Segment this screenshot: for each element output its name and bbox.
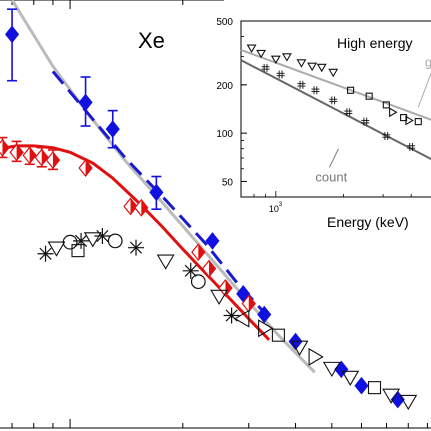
inset-data-point [382,101,390,109]
error-bar [7,8,18,82]
data-point [0,138,10,157]
inset-data-point [256,49,267,59]
inset-data-point [389,107,398,118]
inset-series-0 [246,44,339,78]
data-point [257,305,272,324]
data-point [201,259,217,278]
data-point [334,360,349,379]
data-point [107,233,123,249]
inset-frame [240,20,431,198]
data-point [234,309,250,328]
data-point [308,347,324,366]
data-point [223,307,240,324]
data-point [258,319,274,338]
inset-curve-0 [240,49,431,121]
inset-background [224,0,431,240]
inset-data-point [296,59,307,68]
panel-label: Xe [138,28,165,53]
data-point [105,120,120,138]
inset-data-point [382,131,391,140]
data-point [83,232,102,248]
data-point [390,390,405,409]
data-point [47,241,66,257]
inset-data-point [400,114,408,122]
inset-title: High energy [337,35,413,51]
data-point [5,25,20,44]
main-series-1 [0,136,256,313]
data-point [399,394,418,411]
data-point [34,148,49,167]
data-point [218,279,233,297]
inset-data-point [307,62,318,72]
inset-y-tick-label: 50 [222,177,234,188]
data-point [182,262,199,279]
data-point [134,198,149,217]
inset-data-point [361,117,370,126]
inset-data-point [281,53,292,62]
inset-annotation-gu: gu [425,55,431,70]
inset-y-tick-label: 200 [216,81,233,92]
main-series-2 [37,228,418,411]
inset-data-point [311,86,320,95]
inset-data-point [297,80,306,89]
inset-data-point [270,55,281,65]
inset-data-point [347,86,355,94]
data-point [205,232,220,250]
inset-data-point [407,142,416,151]
inset-data-point [276,70,285,79]
data-point [191,243,206,262]
data-point [22,146,37,165]
inset-data-point [316,63,327,73]
inset-data-point [328,68,339,78]
data-point [149,183,164,202]
main-series-0 [5,8,405,409]
data-point [78,159,93,178]
inset-annotation-count: count [315,169,347,184]
inset-data-point [405,115,414,126]
data-point [123,197,138,216]
inset-data-point [261,63,270,72]
inset-series-3 [261,63,416,151]
data-point [156,254,175,270]
inset-annotation-pointer [417,72,431,108]
inset-y-tick-label: 100 [216,129,233,140]
inset-annotation-pointer [328,148,339,168]
inset-series-2 [389,107,414,126]
inset-data-point [246,44,257,53]
inset-xlabel: Energy (keV) [327,214,409,230]
inset-data-point [414,118,422,126]
data-point [382,388,401,404]
data-point [9,143,24,162]
data-point [37,245,54,262]
data-point [210,289,229,306]
inset-data-point [329,96,338,105]
inset-curve-1 [240,59,431,161]
data-point [190,274,206,290]
data-point [45,151,61,170]
inset-x-tick-exponent: 3 [279,202,283,208]
data-point [354,376,369,395]
main-curve-0 [10,0,316,374]
inset-series-1 [347,86,422,126]
data-point [271,328,285,342]
inset-x-tick-label: 10 [269,204,279,214]
inset-y-tick-label: 500 [216,17,233,28]
data-point [322,361,341,378]
inset-data-point [344,108,353,117]
data-point [62,234,78,250]
inset-data-point [365,92,373,100]
data-point [341,370,360,386]
data-point [71,244,85,258]
data-point [367,381,382,395]
data-point [94,228,111,245]
data-point [78,93,93,112]
data-point [128,239,145,256]
inset-chart: 50 100 200 500 103 count gu High energy Energy… [216,0,431,240]
data-point [290,340,309,356]
